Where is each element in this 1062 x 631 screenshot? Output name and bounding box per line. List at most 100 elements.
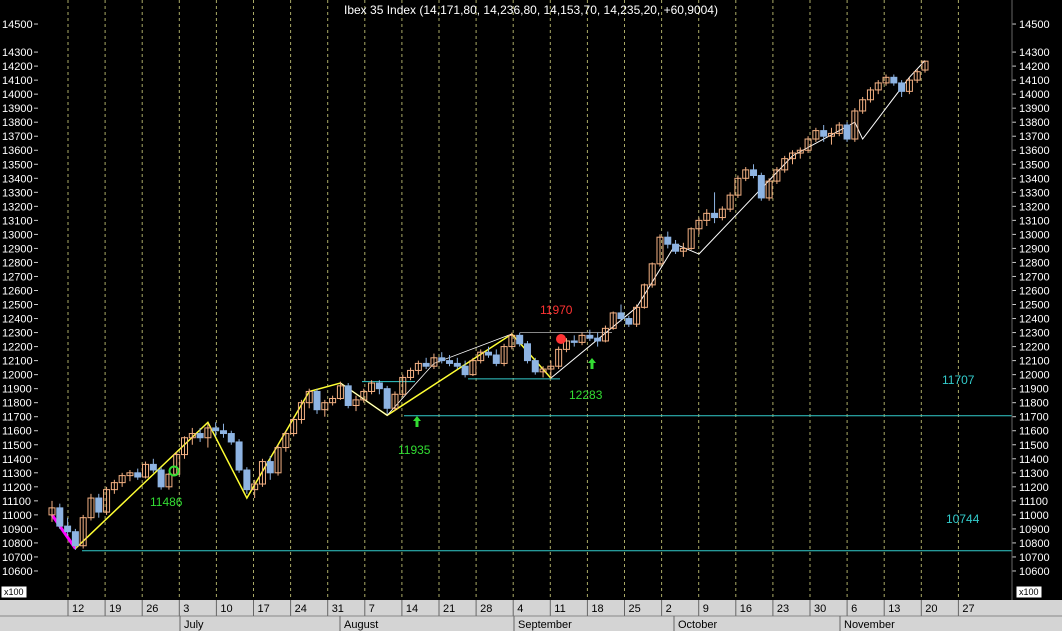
- candle-up: [48, 507, 56, 516]
- candle-up: [656, 236, 664, 265]
- annotations: 11486 11935 11970 12283 11707 10744: [150, 303, 980, 526]
- candle-down: [383, 388, 391, 409]
- candle-up: [282, 433, 290, 449]
- candle-up: [765, 180, 773, 199]
- y-tick-label-left: 13600: [2, 145, 33, 157]
- candle-down: [890, 76, 898, 84]
- date-tick-label: 13: [888, 603, 900, 615]
- candle-up: [804, 138, 812, 151]
- candle-down: [243, 469, 251, 491]
- candle-down: [485, 351, 492, 356]
- plot-background: [0, 0, 1062, 600]
- y-tick-label-left: 11000: [2, 510, 32, 522]
- y-tick-label-right: 11800: [1019, 398, 1049, 410]
- y-tick-label-right: 11300: [1019, 468, 1049, 480]
- candle-down: [625, 318, 633, 325]
- date-tick-label: 16: [740, 603, 752, 615]
- candle-down: [196, 433, 204, 439]
- candle-up: [679, 247, 687, 252]
- y-tick-label-left: 11200: [2, 482, 32, 494]
- y-tick-label-left: 11400: [2, 454, 32, 466]
- candle-up: [866, 89, 874, 101]
- candle-up: [695, 219, 703, 230]
- y-tick-label-right: 13500: [1019, 159, 1050, 171]
- candle-up: [921, 60, 929, 71]
- candle-down: [212, 427, 220, 432]
- y-tick-label-right: 12400: [1019, 314, 1050, 326]
- candle-down: [56, 507, 64, 527]
- candle-up: [360, 390, 368, 401]
- candle-up: [430, 357, 438, 367]
- date-tick-label: 9: [703, 603, 709, 615]
- y-tick-label-left: 11100: [2, 496, 31, 508]
- buy-arrow-icon: [413, 416, 421, 427]
- candle-down: [227, 433, 235, 443]
- candle-up: [859, 99, 867, 112]
- candle-down: [453, 362, 461, 367]
- y-tick-label-left: 14500: [2, 19, 33, 31]
- y-tick-label-left: 11300: [2, 468, 32, 480]
- candle-up: [578, 334, 586, 343]
- candle-down: [157, 469, 165, 488]
- candle-down: [570, 340, 578, 343]
- month-label: July: [184, 619, 204, 631]
- y-tick-label-left: 12300: [2, 328, 33, 340]
- date-tick-label: 30: [814, 603, 826, 615]
- date-tick-label: 14: [406, 603, 418, 615]
- candle-down: [71, 531, 79, 547]
- candle-up: [79, 517, 87, 547]
- date-tick-label: 27: [962, 603, 974, 615]
- y-unit-label-left: x100: [4, 587, 24, 597]
- y-tick-label-left: 13500: [2, 159, 33, 171]
- y-tick-label-right: 14300: [1019, 47, 1050, 59]
- candle-up: [913, 71, 921, 81]
- candle-down: [531, 360, 539, 373]
- y-tick-label-right: 11400: [1019, 454, 1049, 466]
- annotation-label: 11970: [540, 303, 573, 317]
- date-axis: 12 19 26 3 10 17 24 31 7 14 21 28 4 11 18 25 2 9 16 23 30 6 13…: [67, 600, 975, 616]
- candle-up: [734, 177, 742, 196]
- y-tick-label-right: 13600: [1019, 145, 1050, 157]
- y-tick-label-left: 12600: [2, 285, 33, 297]
- y-tick-label-left: 14300: [2, 47, 33, 59]
- candle-down: [898, 82, 906, 92]
- y-tick-label-left: 11500: [2, 440, 32, 452]
- candle-down: [438, 357, 446, 362]
- y-axis-left: 10600 10700 10800 10900 11000 11100 11200 11300…: [2, 19, 38, 578]
- y-tick-label-left: 12900: [2, 243, 33, 255]
- candle-down: [594, 337, 602, 342]
- candle-down: [344, 385, 352, 406]
- y-tick-label-left: 12500: [2, 300, 33, 312]
- buy-arrow-icon: [588, 358, 596, 369]
- date-tick-label: 3: [183, 603, 189, 615]
- candle-up: [555, 348, 563, 367]
- candle-up: [469, 360, 477, 376]
- candle-up: [508, 334, 516, 348]
- month-label: September: [518, 619, 572, 631]
- candle-up: [812, 130, 820, 140]
- y-tick-label-right: 13000: [1019, 229, 1050, 241]
- candle-down: [461, 365, 469, 376]
- candle-down: [750, 169, 758, 176]
- candle-up: [633, 306, 641, 325]
- month-label: August: [344, 619, 378, 631]
- candle-up: [742, 169, 750, 179]
- candle-up: [905, 79, 913, 92]
- grid-lines: [67, 0, 959, 600]
- date-tick-label: 6: [851, 603, 857, 615]
- candle-up: [336, 385, 344, 399]
- candle-up: [773, 169, 781, 182]
- candle-up: [562, 340, 570, 350]
- y-tick-label-left: 11900: [2, 384, 32, 396]
- y-tick-label-left: 10900: [2, 524, 33, 536]
- date-tick-label: 26: [146, 603, 158, 615]
- y-tick-label-left: 12000: [2, 370, 33, 382]
- y-tick-label-right: 11100: [1019, 496, 1048, 508]
- candle-up: [118, 475, 126, 484]
- y-tick-label-left: 11700: [2, 412, 32, 424]
- y-tick-label-left: 12100: [2, 356, 33, 368]
- candle-up: [352, 399, 360, 406]
- candle-down: [446, 360, 454, 364]
- candle-down: [820, 130, 828, 137]
- candle-up: [188, 433, 196, 439]
